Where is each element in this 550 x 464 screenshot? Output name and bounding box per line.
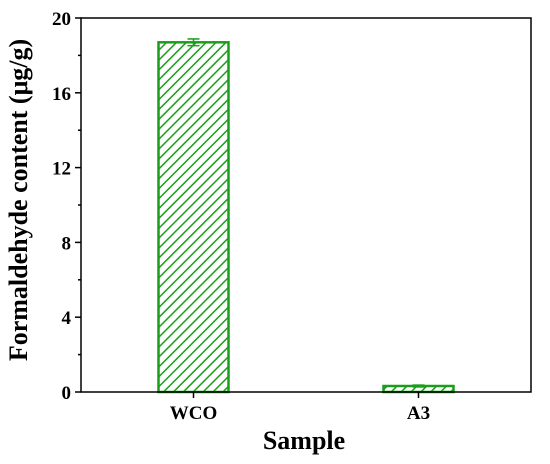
y-tick-label: 8 <box>62 233 72 254</box>
y-tick-label: 16 <box>52 84 71 105</box>
y-tick-label: 4 <box>62 308 72 329</box>
error-bar-wco <box>187 38 200 47</box>
y-tick-label: 0 <box>62 383 72 404</box>
y-tick-label: 20 <box>52 9 71 30</box>
bar-wco <box>157 41 230 394</box>
x-tick-label-wco: WCO <box>170 403 218 424</box>
axes-layer: WCO A3 0 4 8 12 16 20 <box>52 9 532 424</box>
x-tick-label-a3: A3 <box>407 403 430 424</box>
y-axis-title: Formaldehyde content (μg/g) <box>4 39 33 361</box>
x-axis-title: Sample <box>263 426 345 455</box>
bars-layer <box>157 38 455 394</box>
error-bar-a3 <box>412 384 425 388</box>
plot-frame <box>80 17 532 393</box>
y-tick-label: 12 <box>52 159 71 180</box>
